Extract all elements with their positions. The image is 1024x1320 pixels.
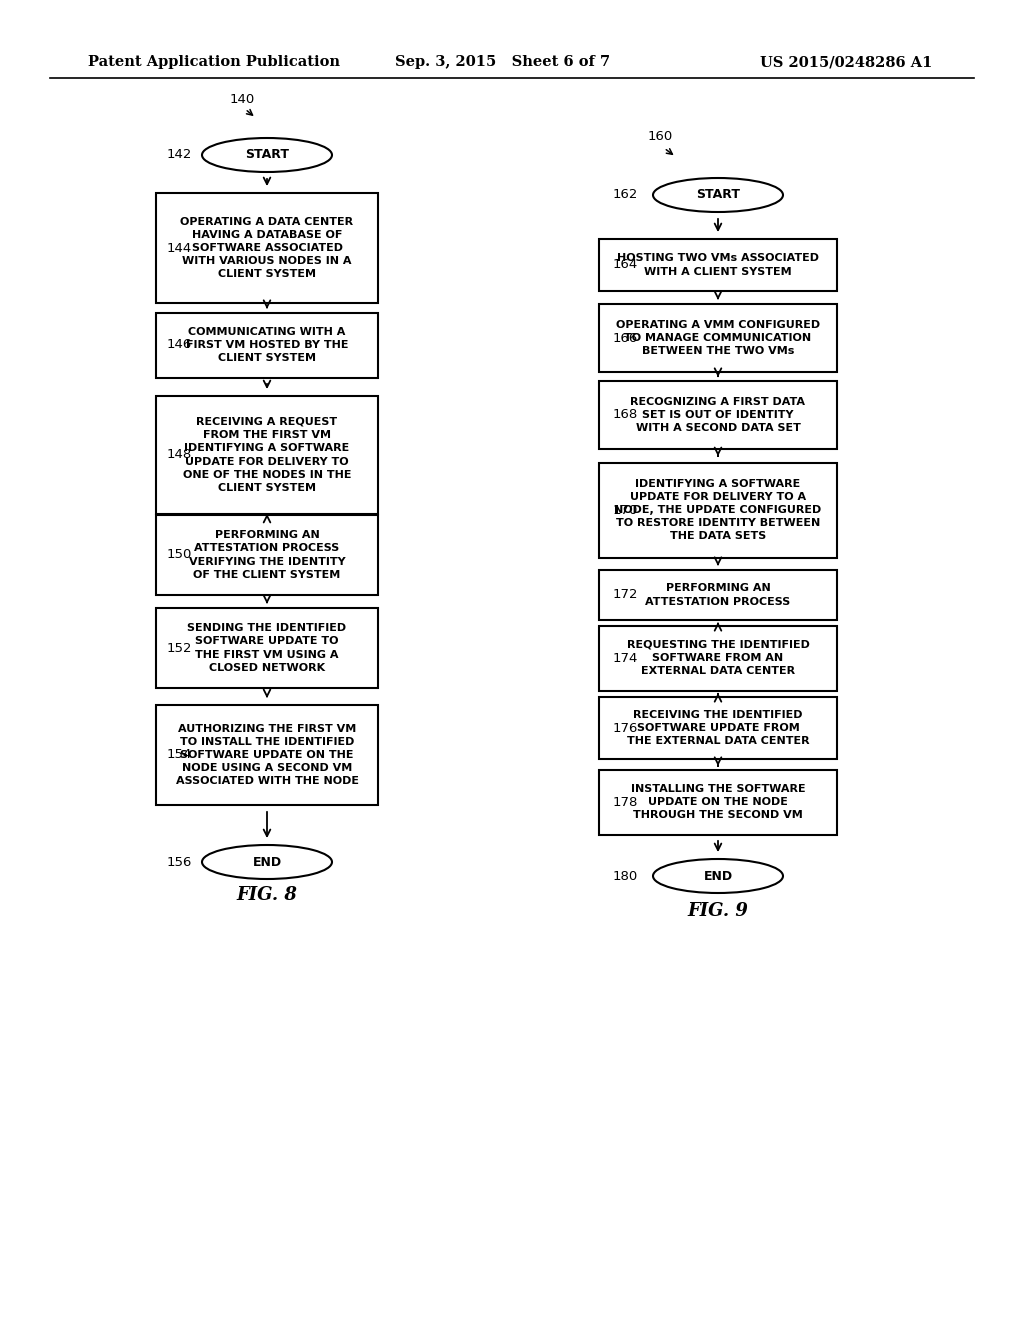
- Text: COMMUNICATING WITH A
FIRST VM HOSTED BY THE
CLIENT SYSTEM: COMMUNICATING WITH A FIRST VM HOSTED BY …: [185, 327, 348, 363]
- Text: RECOGNIZING A FIRST DATA
SET IS OUT OF IDENTITY
WITH A SECOND DATA SET: RECOGNIZING A FIRST DATA SET IS OUT OF I…: [631, 397, 806, 433]
- Text: US 2015/0248286 A1: US 2015/0248286 A1: [760, 55, 933, 69]
- Text: 168: 168: [612, 408, 638, 421]
- Text: FIG. 9: FIG. 9: [687, 902, 749, 920]
- Text: 170: 170: [612, 503, 638, 516]
- Text: HOSTING TWO VMs ASSOCIATED
WITH A CLIENT SYSTEM: HOSTING TWO VMs ASSOCIATED WITH A CLIENT…: [617, 253, 819, 277]
- Text: 160: 160: [648, 129, 673, 143]
- Text: START: START: [245, 149, 289, 161]
- Text: 148: 148: [167, 449, 193, 462]
- Text: 152: 152: [167, 642, 193, 655]
- Text: 144: 144: [167, 242, 193, 255]
- Text: 156: 156: [167, 855, 193, 869]
- Text: 176: 176: [612, 722, 638, 734]
- Text: OPERATING A VMM CONFIGURED
TO MANAGE COMMUNICATION
BETWEEN THE TWO VMs: OPERATING A VMM CONFIGURED TO MANAGE COM…: [616, 319, 820, 356]
- Text: Patent Application Publication: Patent Application Publication: [88, 55, 340, 69]
- Text: PERFORMING AN
ATTESTATION PROCESS: PERFORMING AN ATTESTATION PROCESS: [645, 583, 791, 607]
- Text: START: START: [696, 189, 740, 202]
- Text: 150: 150: [167, 549, 193, 561]
- Text: END: END: [253, 855, 282, 869]
- Text: END: END: [703, 870, 732, 883]
- Text: 142: 142: [167, 149, 193, 161]
- Text: FIG. 8: FIG. 8: [237, 886, 297, 904]
- Text: 154: 154: [167, 748, 193, 762]
- Text: IDENTIFYING A SOFTWARE
UPDATE FOR DELIVERY TO A
NODE, THE UPDATE CONFIGURED
TO R: IDENTIFYING A SOFTWARE UPDATE FOR DELIVE…: [614, 479, 821, 541]
- Text: Sep. 3, 2015   Sheet 6 of 7: Sep. 3, 2015 Sheet 6 of 7: [395, 55, 610, 69]
- Text: 166: 166: [612, 331, 638, 345]
- Text: RECEIVING THE IDENTIFIED
SOFTWARE UPDATE FROM
THE EXTERNAL DATA CENTER: RECEIVING THE IDENTIFIED SOFTWARE UPDATE…: [627, 710, 809, 746]
- Text: SENDING THE IDENTIFIED
SOFTWARE UPDATE TO
THE FIRST VM USING A
CLOSED NETWORK: SENDING THE IDENTIFIED SOFTWARE UPDATE T…: [187, 623, 346, 673]
- Text: OPERATING A DATA CENTER
HAVING A DATABASE OF
SOFTWARE ASSOCIATED
WITH VARIOUS NO: OPERATING A DATA CENTER HAVING A DATABAS…: [180, 216, 353, 280]
- Text: 162: 162: [612, 189, 638, 202]
- Text: AUTHORIZING THE FIRST VM
TO INSTALL THE IDENTIFIED
SOFTWARE UPDATE ON THE
NODE U: AUTHORIZING THE FIRST VM TO INSTALL THE …: [175, 723, 358, 787]
- Text: 178: 178: [612, 796, 638, 808]
- Text: 172: 172: [612, 589, 638, 602]
- Text: 180: 180: [612, 870, 638, 883]
- Text: RECEIVING A REQUEST
FROM THE FIRST VM
IDENTIFYING A SOFTWARE
UPDATE FOR DELIVERY: RECEIVING A REQUEST FROM THE FIRST VM ID…: [182, 417, 351, 492]
- Text: INSTALLING THE SOFTWARE
UPDATE ON THE NODE
THROUGH THE SECOND VM: INSTALLING THE SOFTWARE UPDATE ON THE NO…: [631, 784, 805, 820]
- Text: 174: 174: [612, 652, 638, 664]
- Text: REQUESTING THE IDENTIFIED
SOFTWARE FROM AN
EXTERNAL DATA CENTER: REQUESTING THE IDENTIFIED SOFTWARE FROM …: [627, 640, 809, 676]
- Text: 164: 164: [612, 259, 638, 272]
- Text: 146: 146: [167, 338, 193, 351]
- Text: PERFORMING AN
ATTESTATION PROCESS
VERIFYING THE IDENTITY
OF THE CLIENT SYSTEM: PERFORMING AN ATTESTATION PROCESS VERIFY…: [188, 531, 345, 579]
- Text: 140: 140: [230, 92, 255, 106]
